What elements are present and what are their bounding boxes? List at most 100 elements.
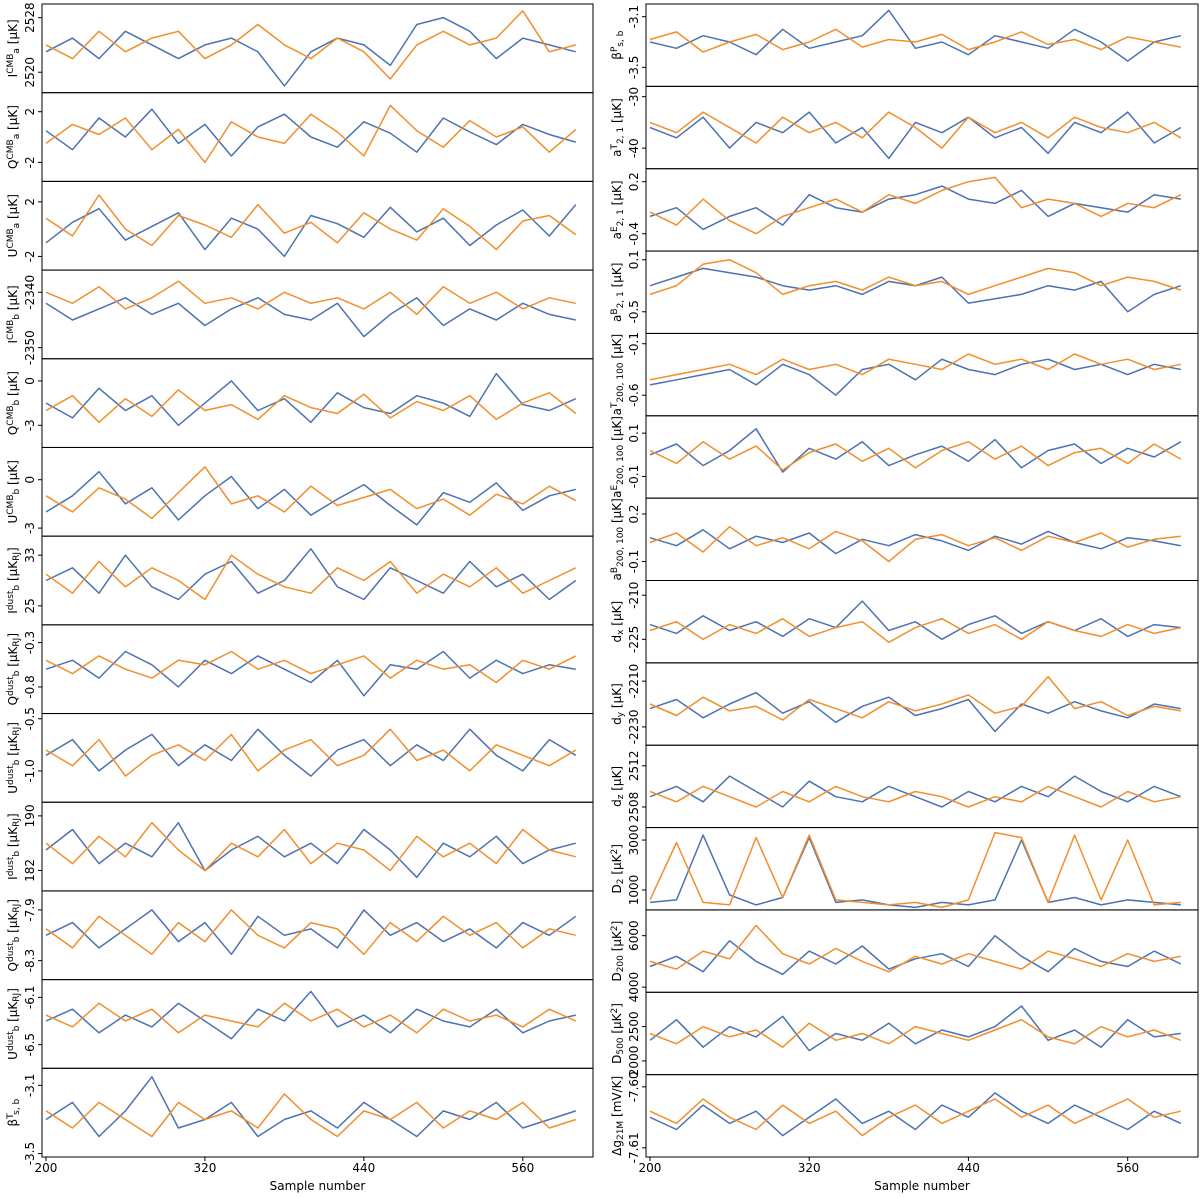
- y-tick-label: 2: [23, 108, 37, 116]
- plot-area: [649, 353, 1181, 396]
- y-axis-label: QCMBa [μK]: [6, 105, 22, 169]
- trace-line: [45, 548, 577, 601]
- y-tick-label: 2000: [627, 1046, 641, 1077]
- axes-frame: [41, 358, 594, 448]
- trace-line: [45, 650, 576, 697]
- trace-line: [45, 108, 577, 157]
- axes-frame: [41, 180, 594, 271]
- y-tick-label: -1.0: [23, 759, 37, 782]
- y-tick-label: -40: [627, 138, 641, 158]
- trace-line: [649, 831, 1181, 909]
- trace-line: [45, 1093, 577, 1138]
- trace-line: [45, 1002, 577, 1034]
- plot-area: [45, 280, 576, 338]
- x-tick-label: 320: [193, 1161, 216, 1175]
- y-axis-label: ICMBa [μK]: [6, 19, 22, 77]
- y-tick-label: 0.1: [627, 250, 641, 269]
- plot-area: [649, 258, 1182, 313]
- trace-line: [45, 909, 577, 956]
- trace-line: [649, 9, 1181, 62]
- y-axis-label: Qdustb [μKRJ]: [6, 633, 22, 705]
- y-axis-label: aE200, 100 [μK]: [610, 416, 626, 498]
- plot-area: [649, 924, 1182, 976]
- trace-line: [649, 267, 1182, 313]
- y-tick-label: -0.8: [23, 675, 37, 698]
- trace-line: [649, 525, 1181, 563]
- trace-line: [45, 990, 576, 1040]
- plot-area: [649, 525, 1181, 563]
- y-tick-label: 1000: [627, 875, 641, 906]
- axes-frame: [645, 497, 1199, 581]
- y-tick-label: -210: [627, 582, 641, 609]
- trace-line: [45, 1076, 577, 1138]
- y-axis-label: dz [μK]: [610, 766, 626, 807]
- trace-line: [45, 389, 577, 424]
- y-tick-label: -7.60: [627, 1071, 641, 1102]
- y-tick-label: -7.9: [23, 898, 37, 921]
- trace-line: [649, 775, 1182, 808]
- trace-line: [45, 204, 577, 258]
- plot-area: [45, 372, 577, 427]
- trace-line: [649, 529, 1181, 555]
- y-tick-label: 33: [23, 548, 37, 563]
- panel: -7.61 -7.60 200 320 440 560 Sample number Δg21M…: [610, 1071, 1199, 1193]
- trace-line: [649, 924, 1181, 973]
- y-axis-label: ICMBb [μK]: [6, 285, 22, 343]
- trace-line: [45, 650, 577, 684]
- y-axis-label: Udustb [μKRJ]: [6, 722, 22, 794]
- y-tick-label: -0.1: [627, 465, 641, 488]
- y-tick-label: 0: [23, 476, 37, 484]
- y-tick-label: 0.2: [627, 504, 641, 523]
- trace-line: [649, 358, 1181, 396]
- plot-area: [45, 821, 576, 879]
- plot-area: [45, 728, 577, 777]
- y-tick-label: 3000: [627, 825, 641, 856]
- y-axis-label: Idustb [μKRJ]: [6, 547, 22, 614]
- y-axis-label: dx [μK]: [610, 601, 626, 643]
- y-tick-label: 2: [23, 198, 37, 206]
- axes-frame: [645, 3, 1199, 87]
- y-tick-label: -2340: [23, 275, 37, 310]
- axes-frame: [645, 909, 1199, 993]
- y-tick-label: -3.5: [23, 1142, 37, 1165]
- x-tick-label: 200: [639, 1161, 662, 1175]
- y-tick-label: -0.6: [627, 383, 641, 406]
- y-tick-label: -3: [23, 419, 37, 431]
- plot-area: [45, 650, 577, 697]
- axes-frame: [41, 1067, 594, 1158]
- y-tick-label: 0: [23, 377, 37, 385]
- y-tick-label: -30: [627, 87, 641, 107]
- y-axis-label: D500 [μK2]: [610, 1003, 626, 1064]
- trace-line: [649, 111, 1182, 149]
- x-tick-label: 320: [798, 1161, 821, 1175]
- y-axis-label: βPs, b: [610, 30, 626, 59]
- trace-line: [45, 554, 577, 601]
- y-tick-label: 25: [23, 598, 37, 613]
- y-tick-label: -0.1: [627, 550, 641, 573]
- y-tick-label: 4000: [627, 972, 641, 1003]
- axes-frame: [645, 744, 1199, 829]
- x-axis-label: Sample number: [874, 1179, 970, 1193]
- y-axis-label: Δg21M [mV/K]: [610, 1076, 626, 1156]
- y-tick-label: -3.1: [23, 1074, 37, 1097]
- plot-area: [649, 1005, 1182, 1052]
- trace-line: [45, 10, 576, 80]
- y-tick-label: -0.3: [23, 631, 37, 654]
- trace-line: [45, 194, 577, 251]
- y-axis-label: QCMBb [μK]: [6, 371, 22, 435]
